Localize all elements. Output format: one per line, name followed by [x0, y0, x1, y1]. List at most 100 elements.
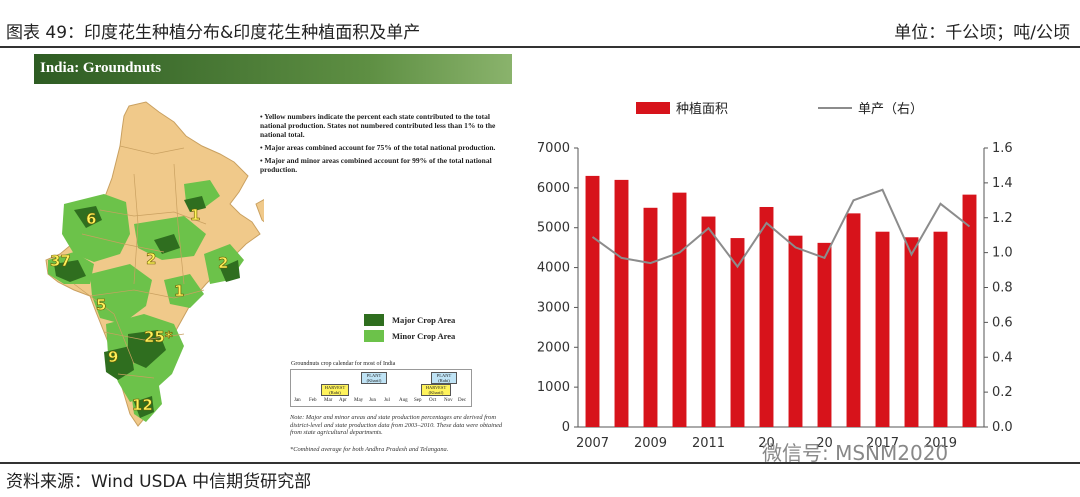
state-borders: [73, 145, 207, 379]
state-label: 1: [174, 282, 184, 300]
calendar-month: Mar: [324, 398, 333, 403]
state-label: 2: [218, 254, 228, 272]
state-border-line: [89, 289, 205, 299]
area-bar: [614, 179, 629, 427]
state-label: 37: [50, 252, 71, 270]
right-tick-label: 0.2: [992, 385, 1013, 400]
right-tick-label: 0.4: [992, 350, 1013, 365]
calendar-plant-kharif: PLANT (Kharif): [361, 372, 387, 384]
major-crop-region: [134, 396, 154, 418]
state-label: 9: [108, 348, 118, 366]
left-tick-label: 4000: [537, 261, 570, 276]
calendar-title: Groundnuts crop calendar for most of Ind…: [291, 361, 396, 367]
minor-crop-swatch: [364, 330, 384, 342]
left-tick-label: 2000: [537, 340, 570, 355]
map-footnote: Note: Major and minor areas and state pr…: [290, 414, 503, 436]
major-crop-region: [220, 260, 240, 282]
x-tick-label: 2017: [866, 436, 899, 451]
map-note: • Major areas combined account for 75% o…: [260, 143, 496, 152]
state-label: 1: [190, 206, 200, 224]
area-bar: [730, 238, 745, 427]
calendar-month: Dec: [458, 398, 467, 403]
calendar-month: Jul: [384, 398, 390, 403]
india-map: 6 1 37 2 2 5 1 25* 9 12: [45, 101, 264, 427]
left-tick-label: 0: [562, 420, 570, 435]
figure-title: 图表 49：印度花生种植分布&印度花生种植面积及单产: [6, 23, 421, 43]
map-header-bar: India: Groundnuts: [34, 54, 512, 84]
minor-crop-label: Minor Crop Area: [392, 331, 456, 341]
map-title: India: Groundnuts: [40, 60, 162, 76]
major-crop-region: [128, 330, 166, 368]
right-tick-label: 0.0: [992, 420, 1013, 435]
right-tick-label: 1.6: [992, 141, 1013, 156]
major-crop-region: [104, 346, 134, 380]
bottom-rule: [0, 462, 1080, 464]
major-crop-areas: [54, 196, 240, 418]
major-crop-region: [74, 206, 102, 228]
x-tick-label: 2019: [924, 436, 957, 451]
area-bar: [933, 231, 948, 427]
legend-area-label: 种植面积: [676, 102, 728, 117]
right-tick-label: 1.4: [992, 176, 1013, 191]
major-crop-region: [154, 234, 180, 254]
calendar-month: Jun: [369, 398, 376, 403]
calendar-month: Jan: [294, 398, 301, 403]
x-tick-label: 2007: [576, 436, 609, 451]
state-border-line: [173, 163, 185, 285]
right-tick-label: 0.8: [992, 281, 1013, 296]
state-border-line: [117, 373, 155, 379]
minor-crop-region: [90, 264, 152, 324]
watermark-text: 微信号: MSNM2020: [762, 441, 949, 465]
area-bar: [817, 242, 832, 427]
major-crop-region: [54, 260, 86, 282]
state-border-line: [81, 233, 165, 253]
state-border-line: [119, 145, 185, 155]
state-label: 6: [86, 210, 96, 228]
left-tick-label: 6000: [537, 181, 570, 196]
area-bar: [759, 206, 774, 427]
area-bar: [643, 207, 658, 427]
x-tick-label: 2009: [634, 436, 667, 451]
map-note: • Major and minor areas combined account…: [260, 156, 492, 174]
source-note: 资料来源：Wind USDA 中信期货研究部: [6, 472, 312, 492]
calendar-harvest-kharif: HARVEST (Kharif): [421, 384, 451, 396]
area-bar: [904, 237, 919, 427]
right-tick-label: 1.0: [992, 246, 1013, 261]
area-yield-chart: 0 1000 2000 3000 4000 5000 6000 7000 0.0 0.2 0.4 0.…: [537, 102, 1013, 451]
crop-calendar: PLANT (Kharif) PLANT (Rabi) HARVEST (Rab…: [290, 369, 472, 407]
state-label: 2: [146, 250, 156, 268]
area-bar: [846, 213, 861, 427]
legend-area-swatch: [636, 102, 670, 114]
x-tick-label: 20: [758, 436, 775, 451]
map-notes: • Yellow numbers indicate the percent ea…: [260, 112, 510, 178]
calendar-month: May: [354, 398, 364, 403]
calendar-month: Apr: [339, 398, 347, 403]
state-border-line: [73, 283, 135, 365]
state-label: 5: [96, 296, 106, 314]
minor-crop-region: [164, 274, 204, 308]
major-crop-label: Major Crop Area: [392, 315, 456, 325]
state-label: 12: [132, 396, 153, 414]
state-border-line: [103, 331, 185, 341]
x-tick-label: 2011: [692, 436, 725, 451]
area-bar: [672, 192, 687, 427]
calendar-month: Feb: [309, 398, 317, 403]
state-border-line: [99, 209, 207, 225]
yield-line: [591, 188, 971, 269]
left-tick-label: 5000: [537, 221, 570, 236]
x-tick-label: 20: [816, 436, 833, 451]
state-label: 25*: [144, 328, 173, 346]
unit-label: 单位：千公顷；吨/公顷: [894, 23, 1070, 43]
calendar-month: Aug: [399, 398, 408, 403]
area-bar: [788, 235, 803, 427]
area-bar: [875, 231, 890, 427]
area-bar: [701, 216, 716, 427]
map-footnote-combined: *Combined average for both Andhra Prades…: [290, 446, 449, 453]
calendar-harvest-rabi: HARVEST (Rabi): [321, 384, 349, 396]
india-northeast: [255, 198, 264, 223]
left-tick-label: 7000: [537, 141, 570, 156]
left-tick-label: 1000: [537, 380, 570, 395]
right-tick-label: 1.2: [992, 211, 1013, 226]
india-map-panel: India: Groundnuts 6 1 37 2 2 5 1 25* 9 1…: [34, 54, 514, 454]
major-crop-region: [184, 196, 206, 212]
